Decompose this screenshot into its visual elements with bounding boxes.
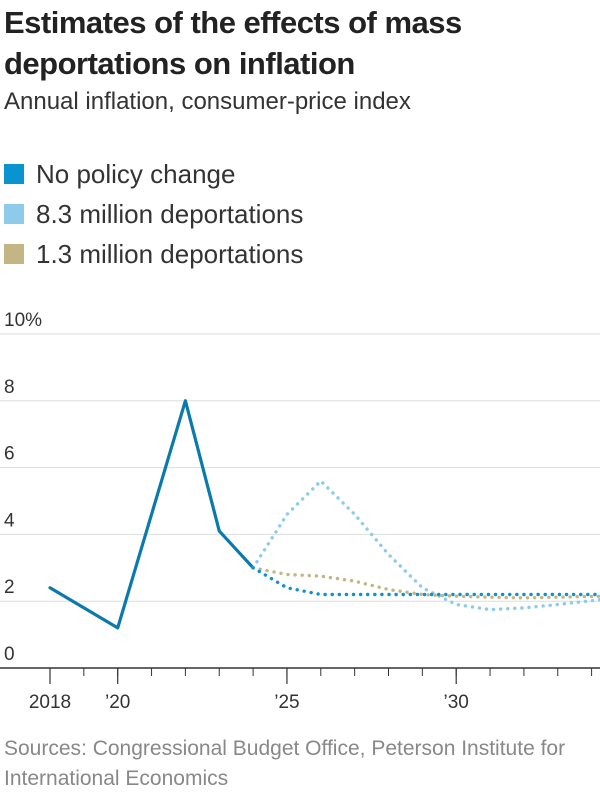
x-tick-label-2018: 2018	[29, 692, 71, 713]
legend-item-no-policy-change: No policy change	[4, 154, 303, 194]
legend: No policy change 8.3 million deportation…	[4, 154, 303, 274]
legend-swatch-1-3-million	[4, 244, 24, 264]
x-tick-label-2030: ’30	[444, 692, 469, 713]
source-note: Sources: Congressional Budget Office, Pe…	[4, 737, 566, 790]
x-tick-label-2025: ’25	[274, 692, 299, 713]
legend-swatch-8-3-million	[4, 204, 24, 224]
y-tick-label-6: 6	[4, 444, 15, 465]
series-line-1-3-million-deportations	[251, 566, 600, 600]
y-tick-label-10: 10%	[4, 310, 42, 331]
label-layer: 10% 8 6 4 2 0 2018 ’20 ’25 ’30	[4, 310, 469, 713]
y-tick-label-4: 4	[4, 510, 15, 531]
legend-label-1-3-million: 1.3 million deportations	[36, 238, 304, 269]
series-line-actual	[48, 399, 255, 630]
series-layer	[48, 399, 600, 630]
y-tick-label-0: 0	[4, 644, 15, 665]
y-tick-label-8: 8	[4, 377, 15, 398]
legend-item-1-3-million: 1.3 million deportations	[4, 234, 303, 274]
chart-subtitle: Annual inflation, consumer-price index	[4, 88, 411, 115]
series-line-8-3-million-deportations	[251, 479, 600, 612]
chart-title: Estimates of the effects of mass deporta…	[4, 5, 462, 81]
legend-swatch-no-policy-change	[4, 164, 24, 184]
legend-label-no-policy-change: No policy change	[36, 158, 236, 189]
line-chart: 10% 8 6 4 2 0 2018 ’20 ’25 ’30	[0, 310, 600, 713]
y-tick-label-2: 2	[4, 577, 15, 598]
legend-label-8-3-million: 8.3 million deportations	[36, 198, 304, 229]
series-line-no-policy-change	[251, 566, 600, 597]
x-tick-label-2020: ’20	[105, 692, 130, 713]
grid-layer	[0, 333, 600, 602]
axis-layer	[0, 667, 600, 684]
legend-item-8-3-million: 8.3 million deportations	[4, 194, 303, 234]
